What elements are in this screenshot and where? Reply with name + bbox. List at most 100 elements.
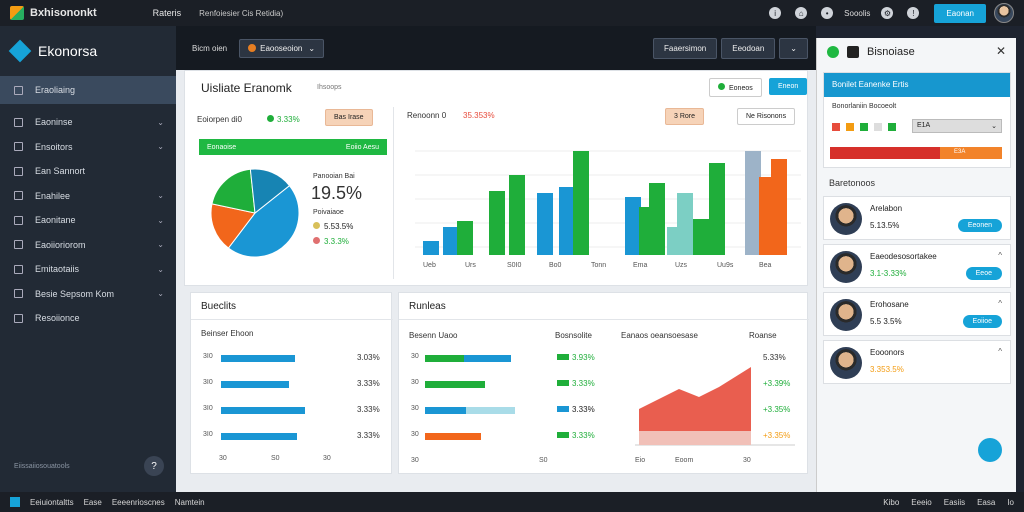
user-avatar[interactable] [994, 3, 1014, 23]
sidebar-item-label: Eaonitane [35, 215, 76, 226]
sidebar-item-label: Eaoninse [35, 117, 73, 128]
status-right-item[interactable]: Io [1007, 497, 1014, 507]
top-action-button[interactable]: Eaonan [934, 3, 986, 23]
status-item[interactable]: Eeiuiontaltts [30, 497, 74, 507]
chevron-down-icon: ⌄ [157, 117, 164, 127]
legend-dot-icon [313, 222, 320, 229]
info-icon[interactable]: i [769, 7, 782, 19]
revenue-percent: 3.33% [357, 379, 380, 388]
refresh-icon[interactable] [827, 46, 839, 58]
nav-icon [14, 166, 23, 176]
status-item[interactable]: Namtein [174, 497, 205, 507]
contact-card[interactable]: Eooonors 3.353.5% ^ [823, 340, 1011, 384]
close-icon[interactable]: ✕ [995, 44, 1006, 58]
brand-logo-icon [8, 39, 32, 63]
sidebar-item[interactable]: Resoiionce [0, 306, 176, 331]
top-menu-item[interactable]: Rateris [152, 8, 182, 18]
chevron-down-icon: ⌄ [157, 264, 164, 274]
panel-icon [847, 46, 859, 58]
results-swatch-icon [557, 406, 569, 412]
profile-icon[interactable]: • [821, 7, 834, 19]
breadcrumb[interactable]: Renfoiesier Cis Retidia) [199, 8, 284, 18]
contact-card[interactable]: Erohosane 5.5 3.5% ^ Eoiioe [823, 292, 1011, 336]
entity-dropdown[interactable]: Eaooseoion ⌄ [239, 38, 325, 58]
contact-action-button[interactable]: Eeonen [957, 219, 1002, 232]
sidebar-item[interactable]: Ean Sannort [0, 159, 176, 184]
sidebar-item[interactable]: Ensoitors ⌄ [0, 135, 176, 160]
sidebar-item[interactable]: Enahilee ⌄ [0, 184, 176, 209]
sidebar-item[interactable]: Emitaotaiis ⌄ [0, 257, 176, 282]
sidebar-item[interactable]: Eraoliaing [0, 76, 176, 104]
sidebar-item-label: Enahilee [35, 190, 71, 201]
status-right-item[interactable]: Easa [977, 497, 996, 507]
settings-icon[interactable]: ⚙ [881, 7, 894, 19]
y-tick-label: 30 [411, 353, 419, 360]
chat-button[interactable] [978, 438, 1002, 462]
contact-avatar [830, 347, 862, 379]
contact-card[interactable]: Arelabon 5.13.5% Eeonen [823, 196, 1011, 240]
x-tick-label: Uzs [675, 262, 688, 269]
app-title: Bxhisononkt [30, 7, 97, 19]
bar [677, 193, 693, 255]
x-tick-label: 30 [219, 455, 227, 462]
y-tick-label: 30 [411, 431, 419, 438]
results-percent-b: 5.33% [763, 353, 786, 362]
summary-select[interactable]: E1A ⌄ [912, 119, 1002, 133]
sidebar-item-label: Eraoliaing [35, 85, 76, 95]
revenue-bar [221, 355, 295, 362]
chevron-down-icon: ⌄ [991, 123, 997, 130]
area-band [639, 431, 751, 445]
pie-green-header[interactable]: Eonaoise Eoiio Aesu [199, 139, 387, 155]
primary-button[interactable]: Eneon [769, 78, 808, 95]
results-swatch-icon [557, 432, 569, 438]
toolbar-button-1[interactable]: Faaersimon [653, 37, 718, 59]
x-tick-label: 30 [323, 455, 331, 462]
chevron-up-icon[interactable]: ^ [998, 347, 1002, 356]
home-icon[interactable]: ⌂ [795, 7, 808, 19]
x-tick-label: S0 [539, 457, 548, 464]
chevron-up-icon[interactable]: ^ [998, 299, 1002, 308]
pie-badge-button[interactable]: Bas Irase [325, 109, 373, 126]
nav-icon [14, 264, 23, 274]
chevron-down-icon: ⌄ [308, 43, 316, 53]
bar [509, 175, 525, 255]
bar [573, 151, 589, 255]
toolbar-chevron-icon[interactable]: ⌄ [779, 37, 808, 59]
sidebar-item[interactable]: Eaoiioriorom ⌄ [0, 233, 176, 258]
status-right-item[interactable]: Kibo [883, 497, 900, 507]
contact-value: 3.1-3.33% [870, 269, 907, 278]
pie-slice [227, 184, 300, 258]
sidebar-item[interactable]: Besie Sepsom Kom ⌄ [0, 282, 176, 307]
status-item[interactable]: Eeeenrioscnes [111, 497, 165, 507]
swatch-icon [860, 123, 868, 131]
x-tick-label: Eoom [675, 457, 694, 464]
swatch-icon [888, 123, 896, 131]
results-bar [425, 433, 481, 440]
contact-action-button[interactable]: Eoiioe [962, 315, 1002, 328]
chevron-down-icon: ⌄ [157, 215, 164, 225]
toolbar-button-2[interactable]: Eeodoan [721, 37, 776, 59]
sidebar-item[interactable]: Eaonitane ⌄ [0, 208, 176, 233]
results-percent-a: 3.33% [557, 379, 595, 388]
help-icon[interactable]: ? [144, 456, 164, 476]
y-tick-label: 3I0 [203, 431, 213, 438]
status-right-item[interactable]: Eeeio [911, 497, 932, 507]
filter-button[interactable]: Eoneos [709, 78, 762, 97]
sidebar-brand[interactable]: Ekonorsa [0, 26, 176, 76]
chevron-down-icon: ⌄ [157, 289, 164, 299]
bar-button-1[interactable]: 3 Rore [665, 108, 705, 125]
sidebar-item[interactable]: Eaoninse ⌄ [0, 110, 176, 135]
chevron-up-icon[interactable]: ^ [998, 251, 1002, 260]
contact-action-button[interactable]: Eeoe [965, 267, 1002, 280]
brand-name: Ekonorsa [38, 43, 98, 59]
contact-card[interactable]: Eaeodesosortakee 3.1-3.33% ^ Eeoe [823, 244, 1011, 288]
notification-icon[interactable]: ! [907, 7, 920, 19]
top-link[interactable]: Sooolis [844, 8, 871, 18]
chevron-down-icon: ⌄ [157, 240, 164, 250]
bar-button-2[interactable]: Ne Risonons [737, 108, 796, 125]
divider [399, 319, 809, 320]
status-right-item[interactable]: Easiis [943, 497, 966, 507]
chevron-down-icon: ⌄ [157, 142, 164, 152]
status-item[interactable]: Ease [83, 497, 102, 507]
toolbar-label: Bicm oien [192, 43, 228, 53]
